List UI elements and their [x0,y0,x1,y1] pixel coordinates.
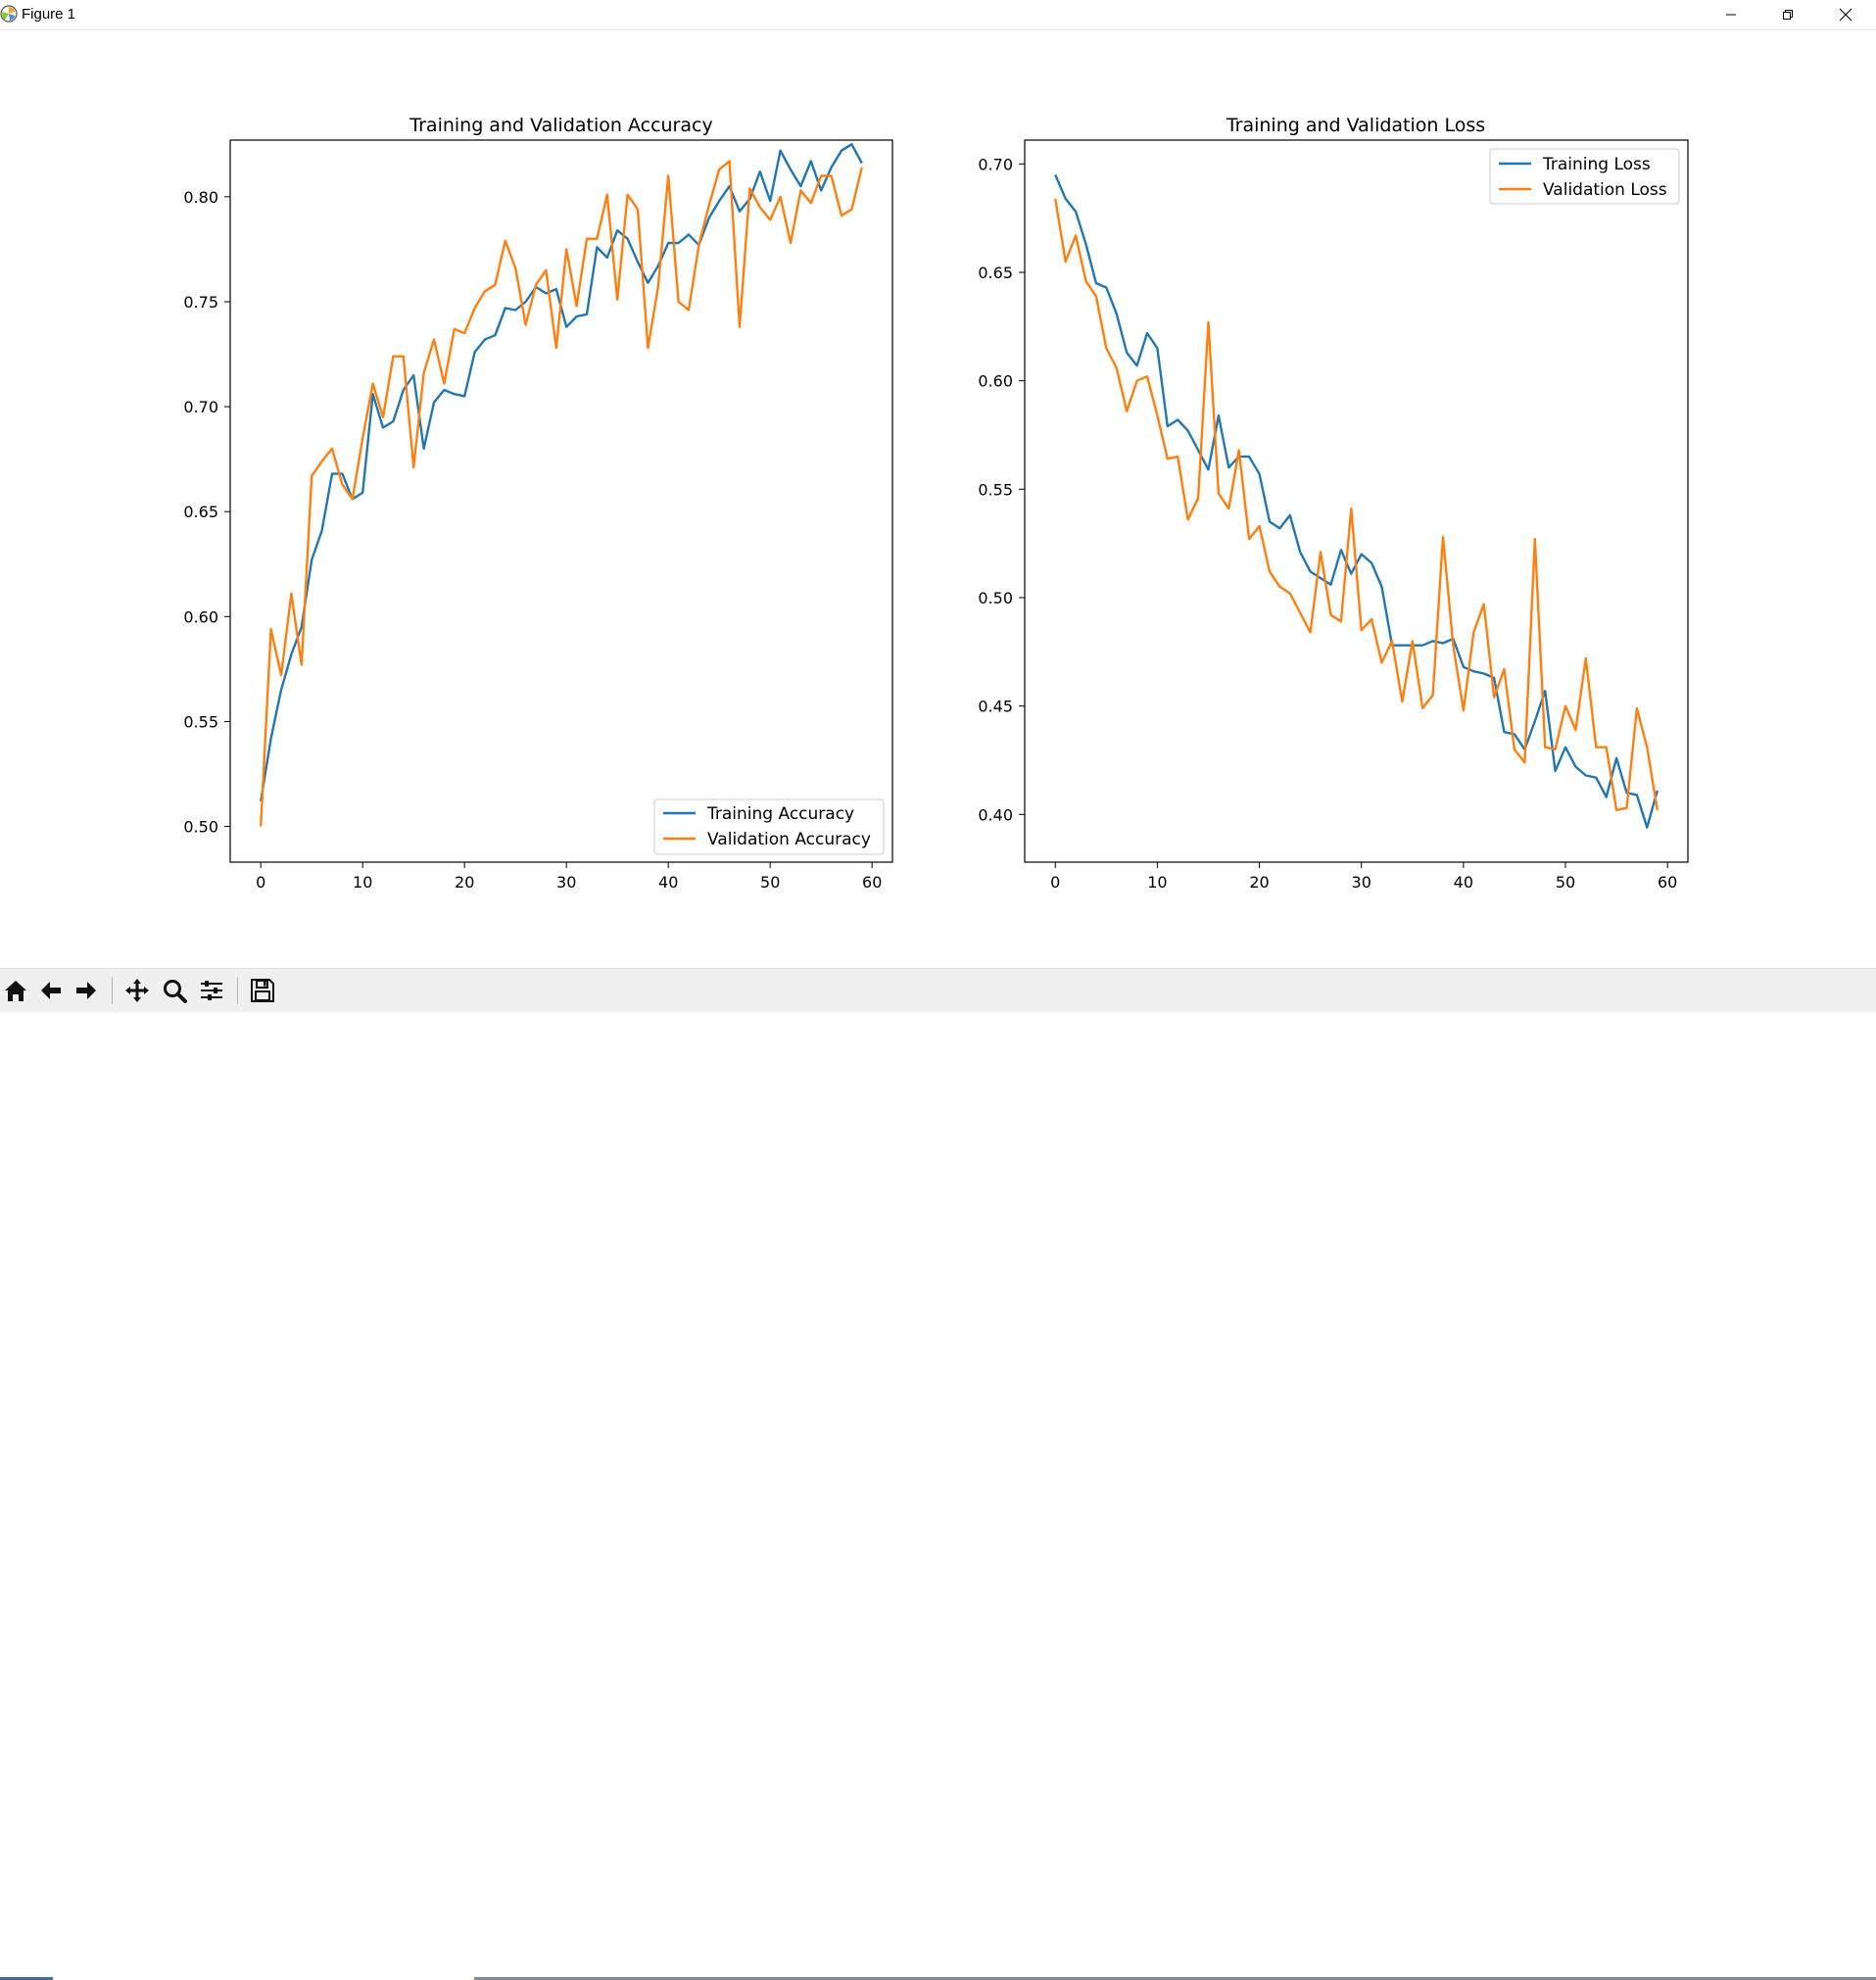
configure-subplots-icon [201,981,222,1000]
loss-series [1054,173,1659,829]
navigation-toolbar [0,968,1876,1980]
loss-x-tick-label: 30 [1352,873,1371,892]
loss-y-ticks: 0.40 0.45 0.50 0.55 0.60 0.65 0.70 [978,155,1025,824]
zoom-button[interactable] [159,975,190,1006]
series-line-validation-accuracy [260,160,863,827]
loss-y-tick-label: 0.55 [978,480,1013,499]
series-line-training-accuracy [260,143,863,802]
series-line-validation-loss [1054,198,1659,812]
pan-button[interactable] [121,975,153,1006]
accuracy-y-tick-label: 0.50 [183,818,218,837]
restore-button[interactable] [1759,0,1816,29]
legend-label-validation-accuracy: Validation Accuracy [707,830,871,849]
accuracy-y-tick-label: 0.80 [183,188,218,207]
accuracy-x-tick-label: 30 [556,873,576,892]
accuracy-x-tick-label: 10 [353,873,372,892]
legend-label-training-loss: Training Loss [1542,155,1651,174]
matplotlib-logo-icon [0,5,18,23]
loss-x-tick-label: 50 [1556,873,1575,892]
accuracy-x-tick-label: 40 [658,873,678,892]
loss-y-tick-label: 0.45 [978,698,1013,716]
loss-legend-box [1489,148,1680,205]
figure-canvas[interactable]: Training and Validation Accuracy 0 10 20 30… [0,30,1876,968]
loss-y-tick-label: 0.50 [978,589,1013,607]
loss-x-tick-label: 40 [1454,873,1473,892]
accuracy-chart-title: Training and Validation Accuracy [409,115,712,136]
back-button[interactable] [35,975,67,1006]
save-button[interactable] [247,975,278,1006]
figure-svg: Training and Validation Accuracy 0 10 20 30… [183,115,1689,892]
loss-x-ticks: 0 10 20 30 40 50 60 [1050,862,1677,892]
accuracy-x-tick-label: 20 [455,873,474,892]
accuracy-y-tick-label: 0.60 [183,607,218,626]
accuracy-plot-frame [229,139,893,863]
loss-axes: Training and Validation Loss 0 10 20 30 40 50… [978,115,1689,892]
accuracy-legend-box [653,798,885,855]
close-icon [1839,8,1852,22]
legend-label-training-accuracy: Training Accuracy [706,804,854,824]
accuracy-y-tick-label: 0.75 [183,293,218,312]
loss-x-tick-label: 0 [1050,873,1060,892]
loss-chart-title: Training and Validation Loss [1226,115,1485,136]
accuracy-y-tick-label: 0.70 [183,398,218,416]
accuracy-axes: Training and Validation Accuracy 0 10 20 30… [183,115,893,892]
window-title: Figure 1 [22,6,76,23]
restore-icon [1783,10,1793,20]
accuracy-x-tick-label: 60 [862,873,882,892]
forward-arrow-icon [76,982,96,999]
loss-x-tick-label: 60 [1658,873,1677,892]
loss-plot-frame [1024,139,1689,863]
minimize-icon [1726,14,1736,16]
loss-legend: Training Loss Validation Loss [1489,148,1680,205]
accuracy-x-ticks: 0 10 20 30 40 50 60 [256,862,882,892]
loss-y-tick-label: 0.70 [978,155,1013,173]
loss-x-tick-label: 10 [1147,873,1167,892]
legend-label-validation-loss: Validation Loss [1543,180,1667,200]
minimize-button[interactable] [1703,0,1759,29]
accuracy-x-tick-label: 0 [256,873,265,892]
accuracy-series [260,143,863,827]
back-arrow-icon [41,982,61,999]
zoom-icon [164,980,187,1003]
save-icon [251,979,274,1002]
accuracy-y-ticks: 0.50 0.55 0.60 0.65 0.70 0.75 0.80 [183,188,230,837]
window-titlebar: Figure 1 [0,0,1876,30]
loss-y-tick-label: 0.60 [978,372,1013,391]
accuracy-y-tick-label: 0.65 [183,503,218,521]
toolbar-separator [112,977,113,1004]
home-button[interactable] [0,975,31,1006]
toolbar-separator [237,977,238,1004]
loss-y-tick-label: 0.40 [978,805,1013,824]
accuracy-x-tick-label: 50 [760,873,780,892]
forward-button[interactable] [71,975,102,1006]
series-line-training-loss [1054,173,1659,829]
home-icon [5,981,26,1001]
loss-x-tick-label: 20 [1249,873,1269,892]
loss-y-tick-label: 0.65 [978,264,1013,282]
configure-subplots-button[interactable] [196,975,227,1006]
accuracy-legend: Training Accuracy Validation Accuracy [653,798,885,855]
pan-icon [125,979,149,1002]
accuracy-y-tick-label: 0.55 [183,712,218,731]
close-button[interactable] [1817,0,1874,29]
